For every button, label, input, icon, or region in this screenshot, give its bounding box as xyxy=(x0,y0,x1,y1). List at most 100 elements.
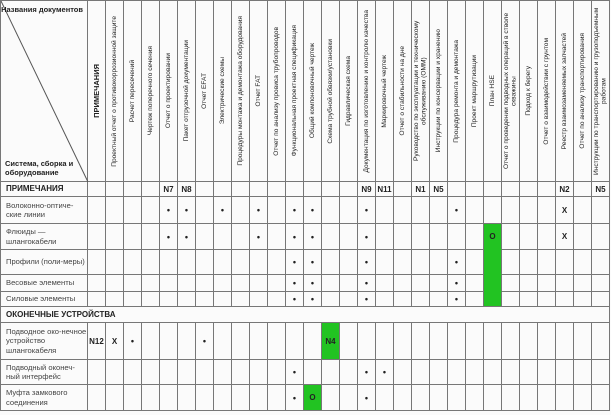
column-header-label: Схема трубной обвязки/установки xyxy=(326,38,334,144)
cell-mark: N7 xyxy=(160,182,178,197)
column-header: Инструкции по транспортированию и грузоп… xyxy=(592,0,610,182)
table-cell xyxy=(466,275,484,292)
column-header: Схема трубной обвязки/установки xyxy=(322,0,340,182)
column-header-label: Расчет пересечений xyxy=(128,59,136,123)
table-cell xyxy=(214,360,232,385)
table-cell xyxy=(160,360,178,385)
table-cell xyxy=(250,385,268,411)
table-cell xyxy=(106,182,124,197)
mark-dot: • xyxy=(304,224,322,250)
column-header: Подход к берегу xyxy=(520,0,538,182)
table-cell xyxy=(538,197,556,224)
table-cell xyxy=(556,360,574,385)
table-cell xyxy=(214,385,232,411)
table-cell xyxy=(574,224,592,250)
table-cell xyxy=(592,250,610,275)
table-cell xyxy=(520,224,538,250)
table-cell xyxy=(376,292,394,307)
column-header-label: Инструкции по консервации и хранению xyxy=(434,29,442,153)
table-cell xyxy=(538,292,556,307)
table-cell xyxy=(412,250,430,275)
table-cell xyxy=(304,182,322,197)
table-cell xyxy=(232,182,250,197)
table-cell xyxy=(124,360,142,385)
table-cell xyxy=(214,292,232,307)
table-cell xyxy=(412,292,430,307)
table-cell xyxy=(574,275,592,292)
table-cell xyxy=(466,197,484,224)
table-cell xyxy=(520,292,538,307)
cell-mark: N9 xyxy=(358,182,376,197)
table-cell xyxy=(178,323,196,360)
table-cell xyxy=(124,224,142,250)
table-cell xyxy=(232,323,250,360)
column-header: Электрические схемы xyxy=(214,0,232,182)
table-cell xyxy=(214,224,232,250)
table-cell xyxy=(160,250,178,275)
table-cell xyxy=(322,224,340,250)
mark-dot: • xyxy=(286,275,304,292)
row-label: Волоконно-оптиче-ские линии xyxy=(0,197,88,224)
table-cell xyxy=(124,250,142,275)
cell-mark: O xyxy=(484,224,502,250)
table-cell xyxy=(394,323,412,360)
table-cell xyxy=(88,182,106,197)
table-cell xyxy=(376,275,394,292)
table-cell xyxy=(466,292,484,307)
table-cell xyxy=(466,224,484,250)
table-cell xyxy=(484,197,502,224)
table-cell xyxy=(538,275,556,292)
table-cell xyxy=(520,323,538,360)
table-cell xyxy=(574,197,592,224)
table-cell xyxy=(88,360,106,385)
cell-mark: N11 xyxy=(376,182,394,197)
mark-dot: • xyxy=(304,292,322,307)
table-cell xyxy=(538,182,556,197)
column-header: Руководство по эксплуатации и техническо… xyxy=(412,0,430,182)
cell-mark: N2 xyxy=(556,182,574,197)
column-header-label: Отчет по анализу транспортирования xyxy=(578,33,586,149)
row-label: Подводное око-нечное устройство шлангока… xyxy=(0,323,88,360)
table-cell xyxy=(448,323,466,360)
table-cell xyxy=(106,385,124,411)
table-cell xyxy=(340,197,358,224)
table-cell xyxy=(160,275,178,292)
table-cell xyxy=(250,250,268,275)
table-cell xyxy=(142,182,160,197)
column-header-label: Инструкции по транспортированию и грузоп… xyxy=(593,7,608,175)
table-cell xyxy=(268,275,286,292)
table-cell xyxy=(592,292,610,307)
table-cell xyxy=(322,292,340,307)
table-cell xyxy=(466,250,484,275)
table-cell xyxy=(394,250,412,275)
table-cell xyxy=(484,360,502,385)
column-header: Функциональная проектная спецификация xyxy=(286,0,304,182)
table-cell xyxy=(106,292,124,307)
table-cell xyxy=(268,323,286,360)
table-cell xyxy=(556,250,574,275)
table-cell xyxy=(106,250,124,275)
table-cell xyxy=(232,197,250,224)
table-cell xyxy=(556,323,574,360)
mark-dot: • xyxy=(304,197,322,224)
column-header-label: Отчет о проведении подводных операций в … xyxy=(503,12,518,170)
table-cell xyxy=(106,197,124,224)
table-cell xyxy=(502,182,520,197)
mark-dot: • xyxy=(286,360,304,385)
column-header: Отчет по анализу провиса трубопроводов xyxy=(268,0,286,182)
table-cell xyxy=(340,385,358,411)
table-cell xyxy=(178,250,196,275)
table-cell xyxy=(412,385,430,411)
table-cell xyxy=(358,323,376,360)
row-label: Весовые элементы xyxy=(0,275,88,292)
column-header-label: Реестр взаимозаменяемых запчастей xyxy=(560,32,568,150)
table-cell xyxy=(106,224,124,250)
table-cell xyxy=(268,360,286,385)
table-cell xyxy=(160,323,178,360)
table-cell xyxy=(178,360,196,385)
table-cell xyxy=(88,250,106,275)
column-header: Проект маршрутизации xyxy=(466,0,484,182)
table-cell xyxy=(412,360,430,385)
table-cell xyxy=(592,197,610,224)
cell-mark: N8 xyxy=(178,182,196,197)
